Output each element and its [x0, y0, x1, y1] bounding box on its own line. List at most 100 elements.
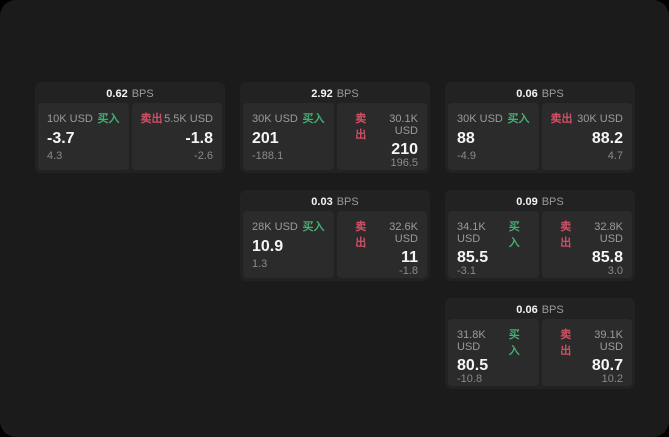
sell-change: 3.0 — [607, 265, 623, 277]
sell-price: 210 — [391, 141, 418, 158]
bps-value: 0.06 — [516, 304, 538, 316]
buy-change: -188.1 — [252, 150, 284, 162]
sell-change: 196.5 — [390, 157, 418, 169]
sell-label: 卖出 — [560, 329, 572, 357]
sell-change: 10.2 — [601, 373, 623, 385]
buy-panel[interactable]: 30K USD 买入 201 -188.1 — [243, 103, 334, 170]
bps-unit: BPS — [541, 88, 564, 100]
buy-change: -10.8 — [457, 373, 483, 385]
buy-panel[interactable]: 28K USD 买入 10.9 1.3 — [243, 211, 334, 278]
sell-amount: 39.1K USD — [594, 329, 623, 353]
buy-price: 88 — [457, 129, 475, 147]
buy-panel[interactable]: 30K USD 买入 88 -4.9 — [448, 103, 539, 170]
buy-amount: 10K USD — [47, 113, 93, 125]
sell-panel[interactable]: 卖出 39.1K USD 80.7 10.2 — [541, 319, 632, 386]
sell-panel[interactable]: 卖出 32.8K USD 85.8 3.0 — [541, 211, 632, 278]
sell-panel[interactable]: 卖出 32.6K USD 11 -1.8 — [336, 211, 427, 278]
buy-change: 1.3 — [252, 258, 268, 270]
card-body: 30K USD 买入 201 -188.1 卖出 30.1K USD 210 1… — [243, 103, 427, 170]
buy-label: 买入 — [97, 113, 120, 125]
buy-panel[interactable]: 31.8K USD 买入 80.5 -10.8 — [448, 319, 539, 386]
bps-value: 0.62 — [106, 88, 128, 100]
card-header: 0.06 BPS — [448, 301, 632, 319]
buy-amount: 30K USD — [252, 113, 298, 125]
sell-amount: 30.1K USD — [389, 113, 418, 137]
buy-panel-top: 28K USD 买入 — [252, 218, 325, 234]
card-header: 0.06 BPS — [448, 85, 632, 103]
sell-label: 卖出 — [550, 113, 573, 125]
buy-label: 买入 — [508, 221, 520, 249]
card-header: 2.92 BPS — [243, 85, 427, 103]
sell-amount: 5.5K USD — [164, 113, 213, 125]
buy-panel[interactable]: 34.1K USD 买入 85.5 -3.1 — [448, 211, 539, 278]
sell-panel[interactable]: 卖出 30.1K USD 210 196.5 — [336, 103, 427, 170]
buy-label: 买入 — [508, 329, 520, 357]
buy-panel[interactable]: 10K USD 买入 -3.7 4.3 — [38, 103, 129, 170]
sell-panel[interactable]: 卖出 30K USD 88.2 4.7 — [541, 103, 632, 170]
sell-label: 卖出 — [355, 113, 367, 141]
sell-price: 11 — [401, 249, 418, 266]
sell-panel-top: 卖出 30K USD — [551, 110, 624, 126]
buy-amount: 31.8K USD — [457, 329, 486, 353]
buy-panel-top: 30K USD 买入 — [457, 110, 530, 126]
card-body: 28K USD 买入 10.9 1.3 卖出 32.6K USD 11 -1.8 — [243, 211, 427, 278]
card-body: 10K USD 买入 -3.7 4.3 卖出 5.5K USD -1.8 -2.… — [38, 103, 222, 170]
sell-panel-top: 卖出 5.5K USD — [141, 110, 214, 126]
sell-price: 80.7 — [591, 357, 623, 374]
bps-unit: BPS — [541, 304, 564, 316]
card-header: 0.09 BPS — [448, 193, 632, 211]
sell-panel-top: 卖出 30.1K USD — [346, 110, 418, 142]
sell-change: -2.6 — [194, 150, 213, 162]
sell-panel[interactable]: 卖出 5.5K USD -1.8 -2.6 — [131, 103, 222, 170]
bps-unit: BPS — [336, 88, 359, 100]
buy-price: 201 — [252, 129, 279, 147]
buy-amount: 34.1K USD — [457, 221, 486, 245]
sell-price: 88.2 — [591, 129, 623, 147]
sell-change: -1.8 — [399, 265, 418, 277]
sell-panel-top: 卖出 39.1K USD — [551, 326, 623, 358]
quote-card[interactable]: 0.03 BPS 28K USD 买入 10.9 1.3 卖出 — [240, 190, 430, 281]
buy-change: 4.3 — [47, 150, 63, 162]
bps-unit: BPS — [541, 196, 564, 208]
buy-price: 10.9 — [252, 237, 284, 255]
sell-price: -1.8 — [185, 129, 213, 147]
sell-amount: 30K USD — [577, 113, 623, 125]
buy-label: 买入 — [302, 113, 325, 125]
quote-card[interactable]: 0.62 BPS 10K USD 买入 -3.7 4.3 卖出 — [35, 82, 225, 173]
card-body: 34.1K USD 买入 85.5 -3.1 卖出 32.8K USD 85.8… — [448, 211, 632, 278]
quote-card[interactable]: 0.06 BPS 31.8K USD 买入 80.5 -10.8 卖 — [445, 298, 635, 389]
sell-amount: 32.6K USD — [389, 221, 418, 245]
card-header: 0.03 BPS — [243, 193, 427, 211]
buy-label: 买入 — [507, 113, 530, 125]
buy-change: -4.9 — [457, 150, 476, 162]
buy-price: 80.5 — [457, 357, 489, 374]
buy-change: -3.1 — [457, 265, 476, 277]
sell-label: 卖出 — [560, 221, 572, 249]
sell-price: 85.8 — [591, 249, 623, 266]
buy-panel-top: 10K USD 买入 — [47, 110, 120, 126]
buy-price: 85.5 — [457, 249, 489, 266]
sell-label: 卖出 — [355, 221, 367, 249]
bps-value: 0.06 — [516, 88, 538, 100]
sell-panel-top: 卖出 32.6K USD — [346, 218, 418, 250]
buy-panel-top: 30K USD 买入 — [252, 110, 325, 126]
sell-amount: 32.8K USD — [594, 221, 623, 245]
buy-label: 买入 — [302, 221, 325, 233]
card-body: 31.8K USD 买入 80.5 -10.8 卖出 39.1K USD 80.… — [448, 319, 632, 386]
card-body: 30K USD 买入 88 -4.9 卖出 30K USD 88.2 4.7 — [448, 103, 632, 170]
card-header: 0.62 BPS — [38, 85, 222, 103]
buy-panel-top: 34.1K USD 买入 — [457, 218, 530, 250]
quote-card[interactable]: 0.06 BPS 30K USD 买入 88 -4.9 卖出 — [445, 82, 635, 173]
bps-value: 0.09 — [516, 196, 538, 208]
buy-panel-top: 31.8K USD 买入 — [457, 326, 530, 358]
quote-card[interactable]: 0.09 BPS 34.1K USD 买入 85.5 -3.1 卖出 — [445, 190, 635, 281]
sell-change: 4.7 — [607, 150, 623, 162]
sell-label: 卖出 — [140, 113, 163, 125]
bps-value: 2.92 — [311, 88, 333, 100]
buy-amount: 28K USD — [252, 221, 298, 233]
bps-unit: BPS — [131, 88, 154, 100]
quote-grid: 0.62 BPS 10K USD 买入 -3.7 4.3 卖出 — [35, 82, 635, 389]
quote-card[interactable]: 2.92 BPS 30K USD 买入 201 -188.1 卖出 — [240, 82, 430, 173]
bps-value: 0.03 — [311, 196, 333, 208]
